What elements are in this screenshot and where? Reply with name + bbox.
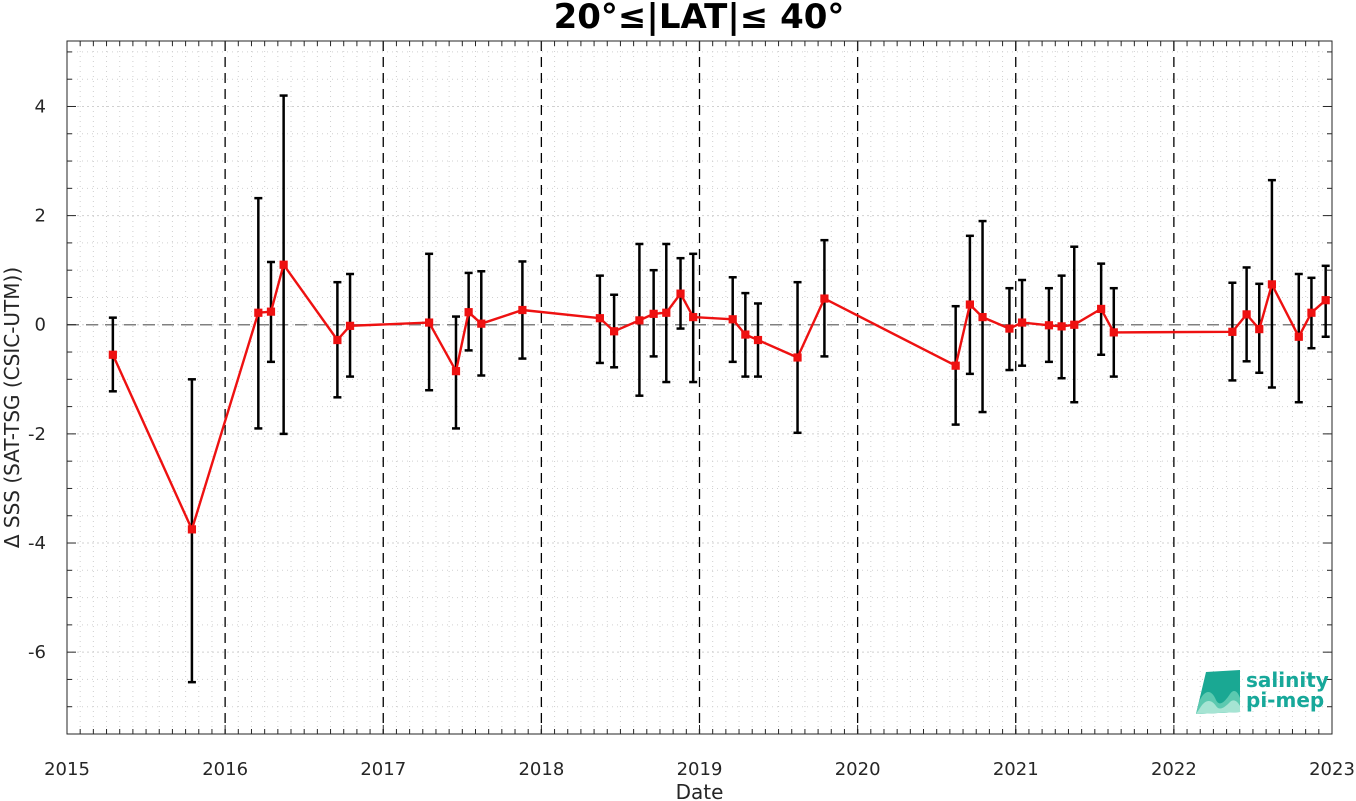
data-point-marker — [1267, 280, 1277, 289]
x-tick-label: 2019 — [677, 759, 723, 780]
data-point-marker — [1005, 324, 1014, 333]
data-point-marker — [793, 353, 802, 362]
data-point-marker — [1294, 332, 1303, 341]
data-point-marker — [649, 309, 658, 318]
x-tick-label: 2018 — [518, 759, 564, 780]
data-point-marker — [279, 260, 288, 269]
y-tick-label: 4 — [35, 96, 46, 117]
y-tick-label: 2 — [35, 206, 46, 227]
x-tick-label: 2021 — [993, 759, 1039, 780]
y-tick-label: -4 — [28, 533, 46, 554]
x-tick-label: 2022 — [1151, 759, 1197, 780]
data-point-marker — [1097, 304, 1106, 314]
data-point-marker — [477, 319, 486, 328]
data-point-marker — [689, 313, 698, 322]
data-point-marker — [610, 327, 619, 336]
data-points — [108, 260, 1330, 534]
data-point-marker — [676, 289, 685, 298]
data-point-marker — [464, 308, 473, 317]
data-point-marker — [254, 308, 263, 317]
data-point-marker — [1070, 320, 1079, 329]
year-separators — [224, 41, 1175, 734]
y-axis-label: Δ SSS (SAT-TSG (CSIC-UTM)) — [0, 267, 24, 548]
data-point-marker — [1307, 308, 1316, 317]
data-point-marker — [1044, 321, 1054, 330]
data-point-marker — [518, 305, 527, 315]
x-tick-label: 2016 — [202, 759, 248, 780]
data-point-marker — [1321, 296, 1330, 305]
x-tick-label: 2017 — [360, 759, 406, 780]
data-point-marker — [965, 300, 974, 309]
data-point-marker — [1109, 328, 1118, 337]
data-point-marker — [662, 308, 671, 317]
data-point-marker — [1057, 322, 1066, 331]
logo-text-pi-mep: pi-mep — [1246, 688, 1324, 712]
y-tick-label: -2 — [28, 424, 46, 445]
data-point-marker — [728, 315, 737, 324]
wave-logo-icon — [1196, 670, 1240, 714]
data-point-marker — [425, 318, 434, 327]
data-point-marker — [1242, 310, 1251, 319]
data-point-marker — [753, 335, 763, 345]
data-point-marker — [108, 350, 117, 359]
x-axis-label: Date — [676, 780, 724, 801]
data-point-marker — [595, 314, 604, 323]
x-tick-label: 2023 — [1309, 759, 1355, 780]
data-point-marker — [741, 330, 750, 339]
x-tick-label: 2015 — [44, 759, 90, 780]
grid — [67, 41, 1332, 735]
data-point-marker — [1255, 325, 1264, 334]
plot-frame — [66, 40, 1333, 735]
data-point-marker — [1017, 318, 1027, 327]
data-point-marker — [333, 335, 342, 345]
data-point-marker — [978, 313, 987, 322]
chart-title: 20°≤|LAT|≤ 40° — [554, 0, 845, 37]
data-point-marker — [1228, 327, 1237, 336]
data-point-marker — [345, 321, 355, 330]
x-axis-tick-labels: 2015 2016 2017 2018 2019 2020 2021 2022 2023 — [44, 759, 1355, 780]
y-tick-label: -6 — [28, 642, 46, 663]
data-point-marker — [951, 361, 960, 370]
data-point-marker — [187, 525, 197, 534]
y-tick-label: 0 — [35, 315, 46, 336]
data-point-marker — [635, 316, 644, 325]
data-point-marker — [820, 294, 829, 303]
salinity-pi-mep-logo: salinity pi-mep — [1196, 668, 1329, 714]
data-point-marker — [451, 367, 461, 376]
y-axis-tick-labels: -6 -4 -2 0 2 4 — [28, 96, 46, 663]
logo-text-salinity: salinity — [1246, 668, 1329, 692]
x-tick-label: 2020 — [835, 759, 881, 780]
data-point-marker — [266, 307, 276, 316]
